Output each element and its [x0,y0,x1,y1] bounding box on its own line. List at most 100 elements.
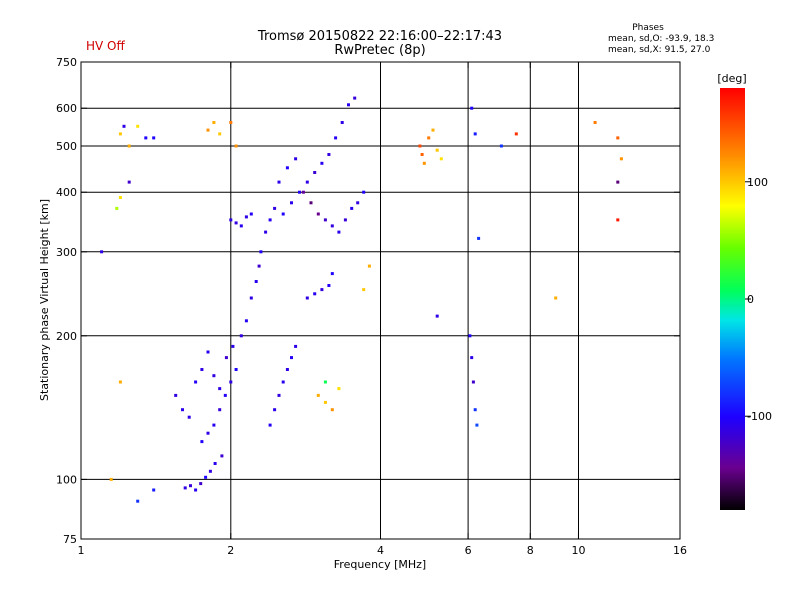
data-point [249,212,253,216]
data-point [301,190,305,194]
data-point [323,380,327,384]
data-point [316,393,320,397]
data-point [109,477,113,481]
axis-ticks [80,61,681,540]
x-tick-label: 2 [227,544,234,557]
data-point [327,153,331,156]
data-point [294,344,298,348]
x-tick-label: 16 [673,544,687,557]
data-point [127,144,131,148]
data-point [189,484,192,488]
data-point [435,148,439,152]
data-point [316,212,320,216]
data-point [367,264,371,268]
data-point [554,296,558,300]
data-point [206,350,210,354]
y-tick-labels: 75 100 200 300 400 500 600 750 [56,56,77,546]
y-tick-label: 600 [56,102,77,115]
data-point [285,368,289,371]
colorbar [720,88,745,510]
data-point [212,423,216,427]
data-point [309,201,313,205]
data-point [244,215,248,219]
y-tick-label: 200 [56,330,77,343]
data-point [127,180,131,184]
data-point [181,408,184,412]
data-point [619,157,623,161]
data-point [470,106,474,110]
data-point [223,393,227,397]
data-point [208,469,212,473]
data-point [347,103,350,107]
data-point [313,171,317,174]
data-point [136,124,140,128]
data-point [259,250,263,254]
data-point [239,334,243,338]
data-point [273,206,277,210]
data-point [152,136,156,140]
data-point [320,161,324,165]
data-point [234,221,238,225]
data-point [200,368,204,371]
chart-subtitle: RwPretec (8p) [334,43,425,58]
data-point [264,230,268,234]
data-point [350,206,354,210]
data-point [213,462,217,465]
phase-info-line1: mean, sd,O: -93.9, 18.3 [608,34,714,44]
data-point [144,136,148,140]
data-point [244,319,248,323]
data-point [273,408,277,412]
data-point [206,431,210,435]
data-point [427,136,431,140]
data-point [431,128,435,132]
data-point [212,374,216,378]
y-tick-label: 500 [56,140,77,153]
data-point [200,440,204,444]
data-point [320,288,324,292]
data-point [218,387,222,391]
hv-status-label: HV Off [86,39,125,53]
y-axis-label: Stationary phase Virtual Height [km] [38,199,51,401]
x-axis-label: Frequency [MHz] [334,558,426,571]
data-point [231,344,235,348]
data-point [224,356,228,360]
grid-lines [81,62,680,539]
data-point [206,128,210,132]
colorbar-tick-label: 100 [747,176,768,189]
colorbar-ticks: -100 0 100 [745,176,772,423]
data-point [204,475,208,479]
y-tick-label: 400 [56,186,77,199]
data-point [136,499,140,503]
data-point [356,201,360,205]
data-point [187,415,191,419]
data-point [194,488,198,492]
data-point [343,218,347,222]
x-tick-labels: 1 2 4 6 8 10 16 [78,544,688,557]
data-point [473,132,477,136]
data-point [514,132,518,136]
data-point [323,218,327,222]
data-point [313,292,317,296]
x-tick-label: 8 [527,544,534,557]
data-point [330,408,334,412]
data-point [294,157,298,161]
data-point [212,121,216,124]
data-point [277,393,281,397]
data-point [249,296,253,300]
data-point [118,380,122,384]
y-tick-label: 300 [56,246,77,259]
data-point [327,284,331,287]
data-point [439,157,443,161]
colorbar-label: [deg] [717,72,746,85]
data-point [420,153,424,156]
data-point [290,356,293,360]
data-point [220,454,224,458]
data-point [118,196,122,199]
data-point [229,121,233,124]
data-points [100,96,623,503]
data-point [277,180,281,184]
data-point [418,144,422,148]
data-point [470,356,474,360]
data-point [152,488,156,492]
